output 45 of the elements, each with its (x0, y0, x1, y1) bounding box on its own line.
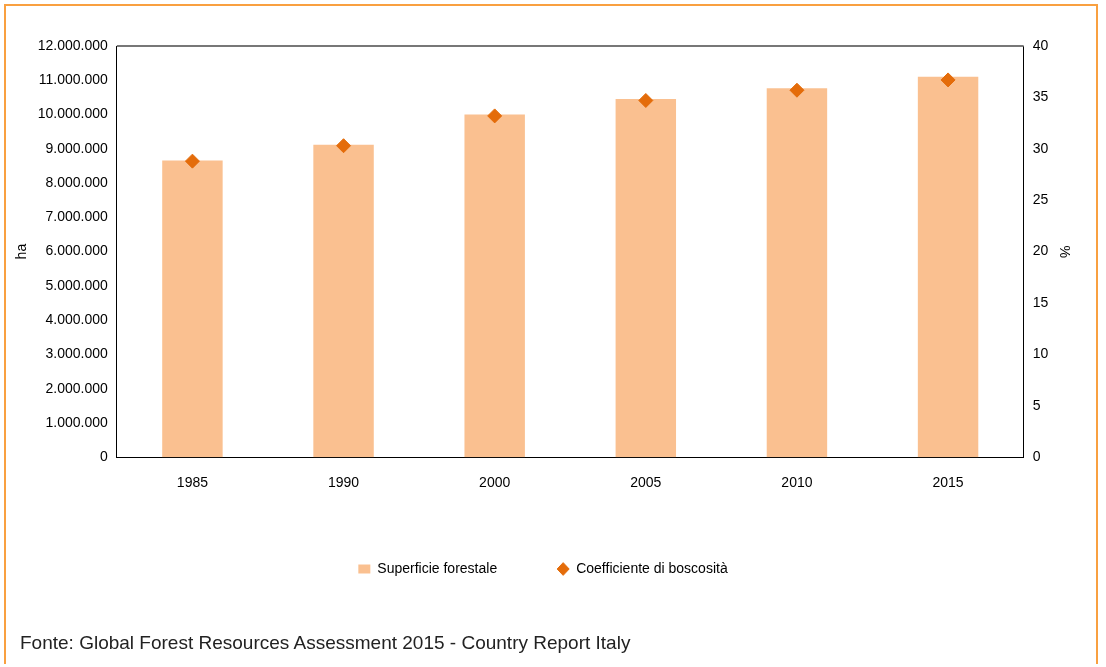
y-tick-label: 12.000.000 (37, 36, 109, 53)
y-tick-label: 5.000.000 (45, 276, 109, 293)
y2-tick-label: 25 (1032, 191, 1049, 208)
x-tick-label: 2010 (781, 474, 813, 491)
point (487, 108, 503, 124)
x-tick-label: 1985 (176, 474, 209, 491)
y2-tick-label: 5 (1032, 396, 1041, 413)
point (336, 138, 352, 154)
y2-tick-label: 0 (1032, 448, 1041, 465)
y-tick-label: 1.000.000 (45, 413, 109, 430)
y2-tick-label: 30 (1032, 139, 1049, 156)
source-note: Fonte: Global Forest Resources Assessment 2015 - Country Report Italy (20, 632, 631, 654)
y2-tick-label: 10 (1032, 345, 1049, 362)
y2-tick-label: 15 (1032, 293, 1049, 310)
bar (766, 88, 828, 458)
bar (313, 144, 374, 458)
legend-label: Coefficiente di boscosità (576, 559, 728, 576)
y-tick-label: 4.000.000 (45, 310, 109, 327)
x-tick-label: 1990 (327, 474, 360, 491)
bar (464, 114, 525, 458)
point (638, 92, 654, 108)
y-tick-label: 10.000.000 (37, 105, 109, 122)
y-tick-label: 7.000.000 (45, 208, 109, 225)
x-tick-label: 2005 (630, 474, 662, 491)
point (184, 153, 200, 169)
x-tick-label: 2015 (932, 474, 964, 491)
legend-label: Superficie forestale (377, 559, 498, 576)
y2-tick-label: 40 (1032, 36, 1049, 53)
point (940, 72, 956, 88)
y-tick-label: 0 (100, 448, 109, 465)
y-tick-label: 3.000.000 (45, 345, 109, 362)
y-axis-title: ha (13, 243, 30, 260)
point (789, 82, 805, 98)
bar (917, 76, 979, 458)
y-tick-label: 9.000.000 (45, 139, 109, 156)
y-tick-label: 6.000.000 (45, 242, 109, 259)
y2-tick-label: 20 (1032, 242, 1049, 259)
y-tick-label: 8.000.000 (45, 173, 109, 190)
y-tick-label: 11.000.000 (38, 71, 109, 88)
x-tick-label: 2000 (479, 474, 511, 491)
bar (162, 160, 223, 458)
y2-tick-label: 35 (1032, 88, 1049, 105)
y2-axis-title: % (1056, 245, 1073, 258)
bar (615, 99, 677, 458)
y-tick-label: 2.000.000 (45, 379, 109, 396)
